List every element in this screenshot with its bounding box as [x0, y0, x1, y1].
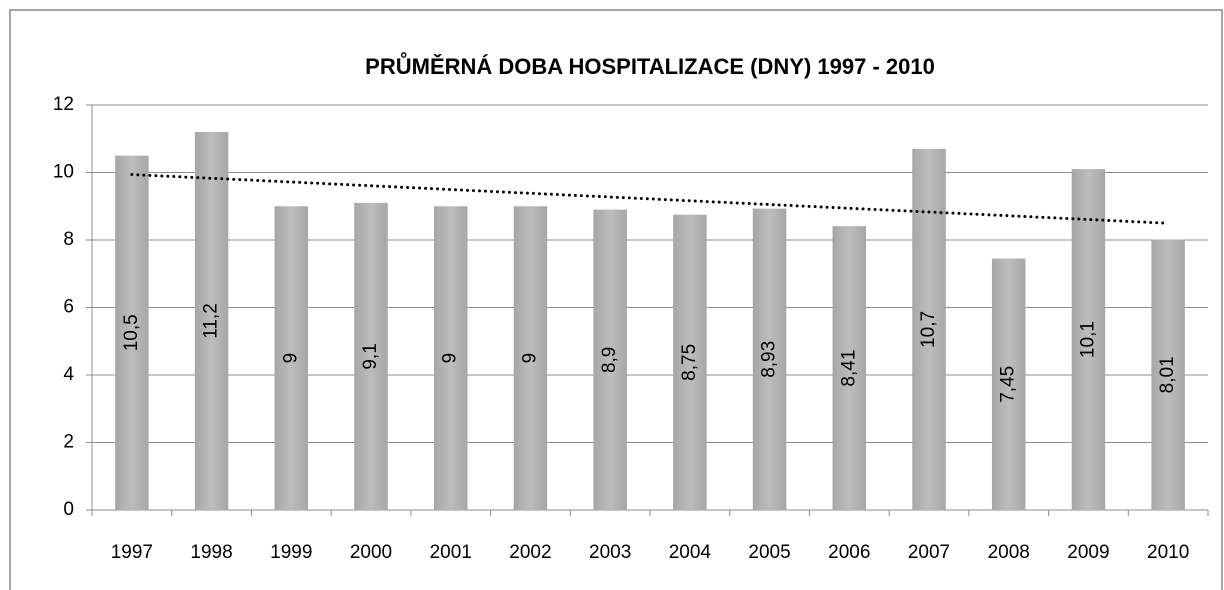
x-tick-label: 2003: [589, 542, 631, 563]
data-label: 9,1: [360, 343, 381, 369]
y-tick-label: 2: [63, 432, 74, 453]
data-label: 7,45: [998, 366, 1019, 403]
y-tick-label: 0: [63, 499, 74, 520]
y-tick-label: 8: [63, 229, 74, 250]
data-label: 8,9: [599, 347, 620, 373]
x-tick-label: 2000: [350, 542, 392, 563]
x-tick-label: 2006: [828, 542, 870, 563]
data-label: 10,7: [918, 311, 939, 348]
x-tick-label: 2005: [748, 542, 790, 563]
bar: [752, 208, 787, 511]
x-tick-label: 2007: [908, 542, 950, 563]
x-tick-label: 1998: [190, 542, 232, 563]
data-label: 9: [519, 353, 540, 364]
bar: [274, 206, 309, 510]
bar: [354, 202, 388, 510]
x-tick-label: 2002: [509, 542, 551, 563]
y-tick-label: 6: [63, 297, 74, 318]
data-label: 10,5: [121, 314, 142, 351]
data-label: 8,93: [759, 341, 780, 378]
bar: [832, 226, 867, 510]
bar: [194, 132, 229, 510]
x-tick-label: 2010: [1147, 542, 1189, 563]
bar: [1151, 239, 1185, 510]
bar: [1071, 169, 1106, 510]
chart-title: PRŮMĚRNÁ DOBA HOSPITALIZACE (DNY) 1997 -…: [365, 51, 935, 79]
x-tick-label: 1997: [111, 542, 153, 563]
bar: [991, 258, 1026, 510]
x-tick-label: 2001: [430, 542, 472, 563]
y-tick-label: 12: [53, 94, 74, 115]
data-label: 10,1: [1077, 321, 1098, 358]
bar: [513, 206, 548, 510]
bar: [115, 155, 149, 510]
data-label: 9: [280, 353, 301, 364]
data-label: 8,41: [838, 350, 859, 387]
data-label: 8,01: [1157, 356, 1178, 393]
y-tick-label: 4: [63, 364, 74, 385]
x-tick-label: 2004: [669, 542, 712, 563]
bar: [673, 214, 707, 510]
x-tick-label: 1999: [270, 542, 312, 563]
x-tick-label: 2008: [988, 542, 1030, 563]
trendline: [130, 173, 1170, 225]
y-tick-label: 10: [53, 162, 74, 183]
data-label: 9: [440, 353, 461, 364]
x-tick-label: 2009: [1067, 542, 1109, 563]
bar: [433, 206, 468, 510]
bar: [912, 148, 946, 510]
data-label: 11,2: [201, 303, 222, 339]
bar: [593, 209, 627, 510]
data-label: 8,75: [679, 344, 700, 381]
